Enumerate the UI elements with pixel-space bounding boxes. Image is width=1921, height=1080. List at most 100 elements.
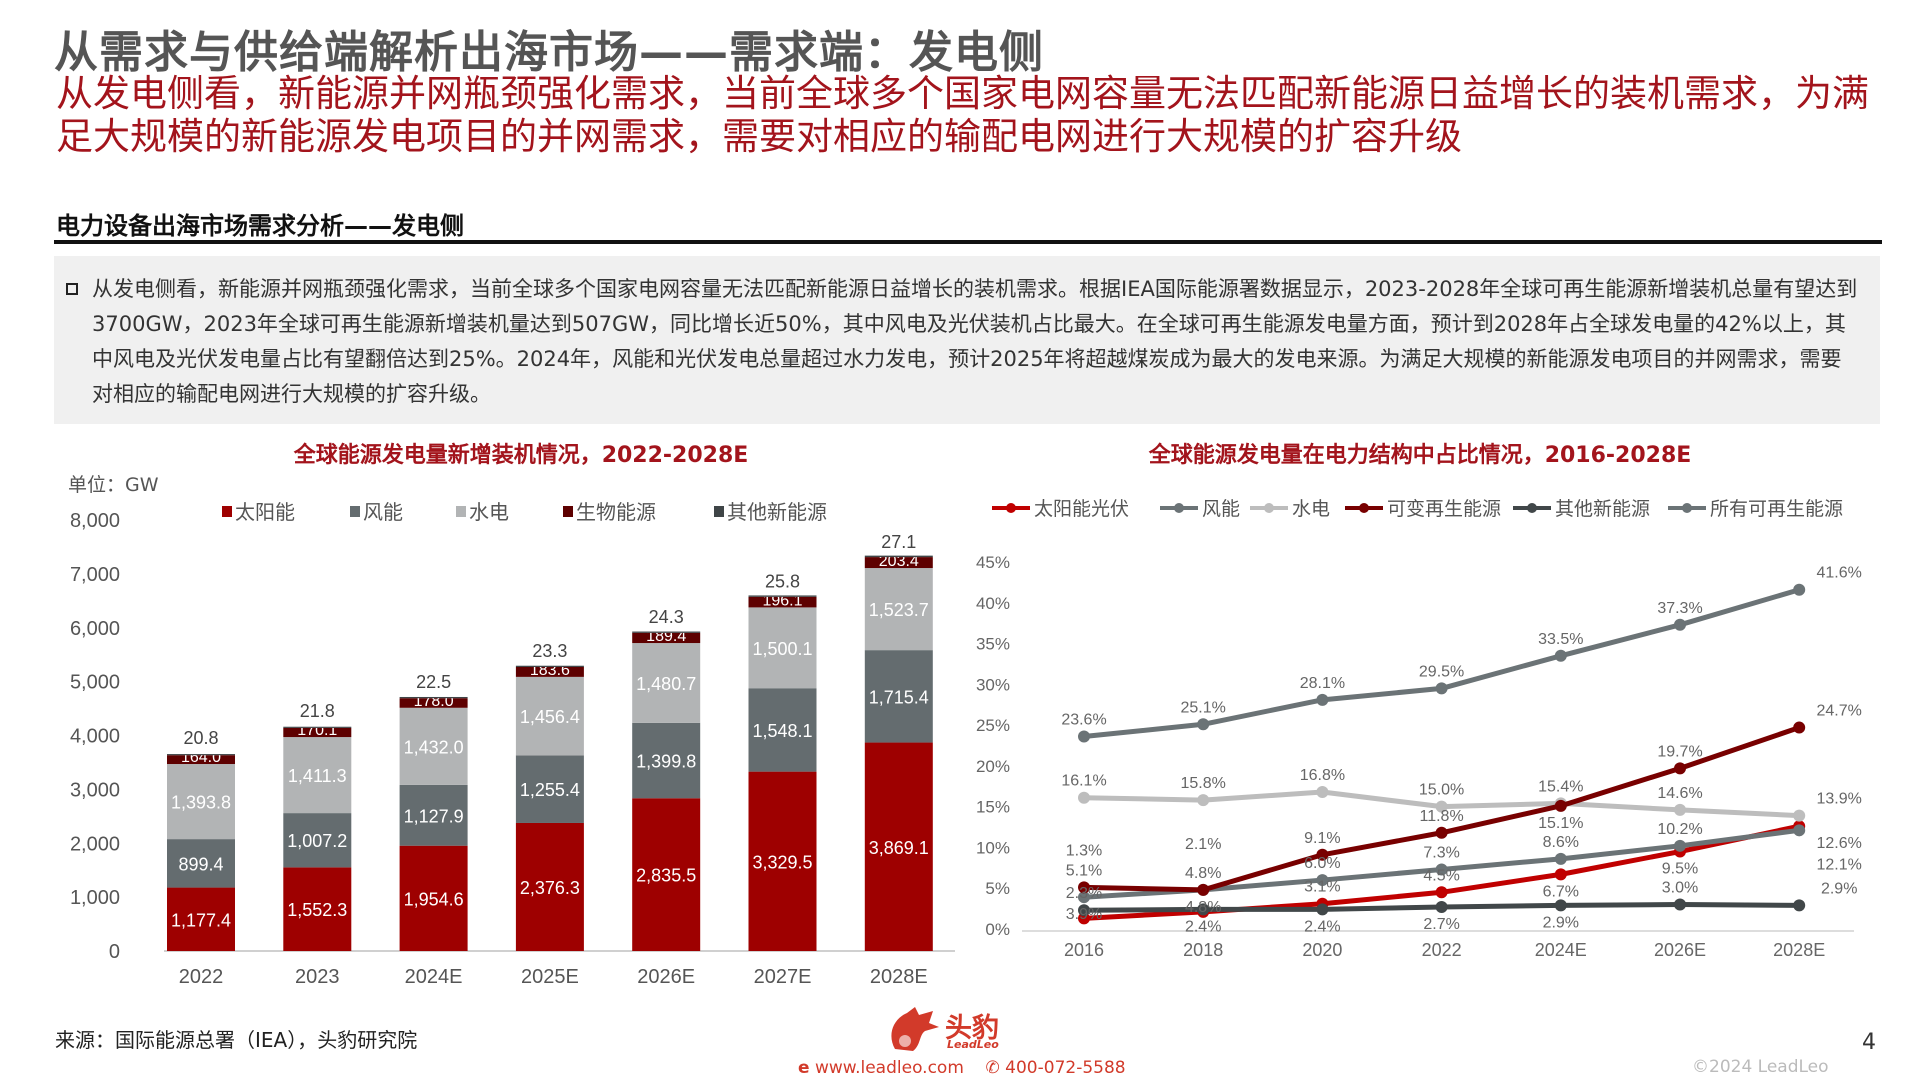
data-label: 11.8%	[1420, 808, 1464, 825]
legend-label: 其他新能源	[727, 501, 827, 524]
web-icon: e	[798, 1058, 810, 1078]
data-label: 14.6%	[1657, 785, 1702, 802]
bar-segment	[167, 754, 235, 756]
data-label: 196.1	[762, 592, 802, 609]
data-point	[1316, 874, 1329, 887]
data-point	[1197, 794, 1210, 807]
legend-marker	[1174, 503, 1184, 513]
bar-segment	[515, 755, 584, 823]
legend-label: 所有可再生能源	[1710, 498, 1843, 520]
x-tick-label: 2028E	[1773, 940, 1825, 960]
data-label: 2.1%	[1185, 836, 1221, 853]
y-tick-label: 15%	[976, 798, 1010, 817]
data-label: 15.1%	[1538, 815, 1583, 832]
data-label: 1,255.4	[520, 780, 580, 800]
bar-segment	[632, 643, 701, 723]
data-label: 2.4%	[1185, 918, 1221, 935]
legend-label: 生物能源	[576, 501, 656, 524]
data-label: 170.1	[297, 722, 337, 739]
legend-marker	[1527, 503, 1537, 513]
data-label: 1,480.7	[636, 674, 696, 694]
data-point	[1793, 721, 1806, 734]
data-point	[1435, 800, 1448, 813]
legend-swatch	[456, 506, 466, 517]
data-label: 41.6%	[1817, 565, 1862, 582]
data-label: 23.6%	[1061, 712, 1106, 729]
bar-segment	[515, 676, 584, 756]
x-tick-label: 2024E	[405, 966, 463, 988]
data-label: 1,954.6	[404, 889, 464, 909]
data-point	[1435, 900, 1448, 913]
data-label: 28.1%	[1300, 675, 1345, 692]
data-label: 2.9%	[1543, 914, 1579, 931]
y-tick-label: 0%	[985, 920, 1010, 939]
copyright: ©2024 LeadLeo	[1692, 1057, 1829, 1077]
bar-segment	[632, 631, 701, 633]
data-point	[1078, 904, 1090, 917]
data-label: 1,548.1	[752, 721, 812, 741]
logo-text-en: LeadLeo	[947, 1038, 999, 1051]
data-label: 2.3%	[1066, 885, 1102, 902]
summary-box	[54, 256, 1880, 424]
data-point	[1435, 863, 1448, 876]
leadleo-logo-icon	[891, 1007, 939, 1051]
data-point	[1674, 618, 1686, 631]
bar-segment	[748, 771, 817, 951]
x-tick-label: 2020	[1302, 940, 1342, 960]
data-label: 1,411.3	[288, 766, 347, 786]
bar-segment	[515, 666, 584, 677]
website-link[interactable]: www.leadleo.com	[814, 1058, 964, 1078]
data-label: 4.5%	[1423, 867, 1459, 884]
page-title: 从需求与供给端解析出海市场——需求端：发电侧	[54, 27, 1044, 78]
data-label: 2.9%	[1821, 880, 1857, 897]
data-label: 13.9%	[1817, 791, 1862, 808]
data-point	[1078, 891, 1090, 904]
legend-label: 可变再生能源	[1387, 498, 1501, 520]
bar-segment	[632, 632, 701, 644]
x-tick-label: 2023	[295, 966, 340, 988]
data-label: 4.8%	[1185, 899, 1221, 916]
data-label: 2,376.3	[520, 878, 580, 898]
y-tick-label: 40%	[976, 594, 1010, 613]
bar-segment	[283, 737, 352, 814]
data-label: 1,177.4	[171, 910, 231, 930]
data-label: 3.9%	[1066, 906, 1102, 923]
data-label: 23.3	[532, 641, 567, 661]
legend-marker	[1682, 503, 1692, 513]
data-point	[1793, 824, 1806, 837]
legend-swatch	[714, 506, 724, 517]
bar-segment	[167, 839, 235, 888]
bar-chart: 0 1,000 2,000 3,000 4,000 5,000 6,000 7,000 8,00…	[70, 501, 955, 988]
data-label: 183.6	[530, 662, 570, 679]
x-tick-label: 2016	[1064, 940, 1104, 960]
data-label: 7.3%	[1423, 844, 1459, 861]
y-tick-label: 45%	[976, 553, 1010, 572]
data-label: 12.6%	[1817, 835, 1862, 852]
data-label: 22.5	[416, 672, 451, 692]
legend-marker	[1359, 503, 1369, 513]
data-label: 1,007.2	[287, 831, 347, 851]
data-label: 1,127.9	[404, 806, 464, 826]
x-tick-label: 2027E	[754, 966, 812, 988]
bar-segment	[283, 867, 352, 951]
data-label: 6.0%	[1304, 855, 1340, 872]
data-label: 3.1%	[1304, 879, 1340, 896]
data-label: 33.5%	[1538, 631, 1583, 648]
phone-icon: ✆	[985, 1058, 1000, 1078]
data-label: 1,393.8	[171, 793, 231, 813]
data-point	[1554, 852, 1567, 865]
legend-label: 其他新能源	[1555, 498, 1650, 520]
x-tick-label: 2026E	[637, 966, 695, 988]
contact-links: e www.leadleo.com ✆ 400-072-5588	[798, 1058, 1126, 1078]
y-tick-label: 8,000	[70, 510, 120, 532]
data-point	[1197, 718, 1210, 731]
bar-segment	[748, 595, 817, 597]
data-label: 15.0%	[1419, 782, 1464, 799]
bar-segment	[167, 887, 235, 951]
data-point	[1793, 899, 1806, 912]
bar-segment	[748, 596, 817, 608]
data-point	[1793, 809, 1806, 822]
data-label: 2.4%	[1304, 918, 1340, 935]
bar-segment	[399, 845, 468, 951]
line-chart-title: 全球能源发电量在电力结构中占比情况，2016-2028E	[1148, 443, 1692, 468]
